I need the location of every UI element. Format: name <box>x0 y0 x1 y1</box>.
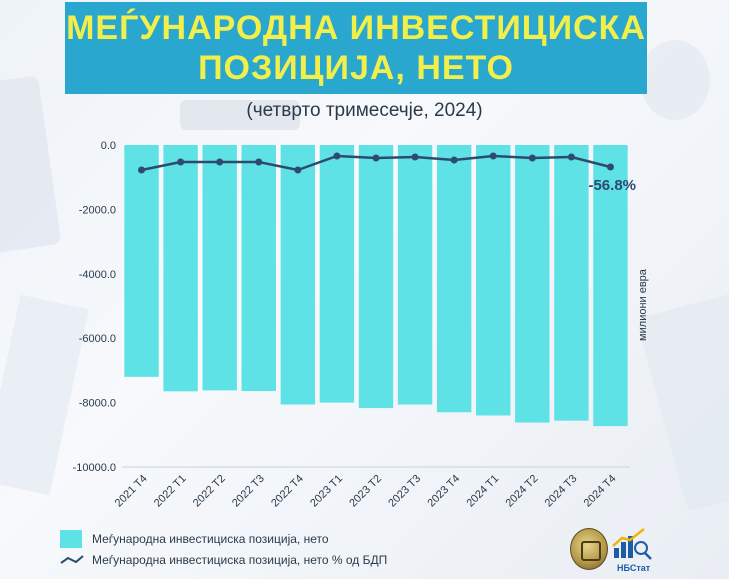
bar <box>554 145 589 421</box>
legend-bar-label: Меѓународна инвестициска позиција, нето <box>92 532 329 546</box>
y-tick-label: 0.0 <box>101 140 116 152</box>
bar <box>241 145 276 392</box>
bar <box>476 145 511 416</box>
line-point <box>294 166 302 174</box>
y-tick-label: -4000.0 <box>79 269 116 281</box>
x-tick-label: 2023 T1 <box>308 473 345 510</box>
chart-area: 0.0-2000.0-4000.0-6000.0-8000.0-10000.02… <box>73 140 649 510</box>
line-point <box>216 158 224 166</box>
x-tick-label: 2021 T4 <box>113 473 150 510</box>
bar <box>358 145 394 409</box>
chart-subtitle: (четврто тримесечје, 2024) <box>246 100 483 121</box>
x-tick-label: 2023 T3 <box>386 473 423 510</box>
line-point <box>489 152 497 160</box>
legend-line-swatch <box>60 555 84 564</box>
line-point <box>372 154 380 162</box>
bar <box>397 145 433 405</box>
line-point <box>606 163 614 171</box>
x-tick-label: 2024 T3 <box>543 473 580 510</box>
legend-bar-swatch <box>60 530 82 548</box>
legend-bar-entry: Меѓународна инвестициска позиција, нето <box>60 530 329 548</box>
y-tick-label: -10000.0 <box>73 462 116 474</box>
stat-label: НБСтат <box>617 563 651 573</box>
y-tick-label: -6000.0 <box>79 333 116 345</box>
line-point <box>177 158 185 166</box>
bar <box>202 145 237 391</box>
line-point <box>333 152 341 160</box>
bar <box>280 145 316 405</box>
line-point <box>450 156 458 164</box>
bar <box>436 145 472 413</box>
line-point <box>411 153 419 161</box>
line-point <box>567 153 575 161</box>
line-point <box>138 166 146 174</box>
title-line-2: ПОЗИЦИЈА, НЕТО <box>198 49 514 87</box>
x-tick-label: 2024 T2 <box>504 473 541 510</box>
y-tick-label: -8000.0 <box>79 398 116 410</box>
x-tick-label: 2022 T2 <box>191 473 228 510</box>
title-line-1: МЕЃУНАРОДНА ИНВЕСТИЦИСКА <box>66 9 646 47</box>
central-bank-seal-logo <box>570 528 608 570</box>
title-banner: МЕЃУНАРОДНА ИНВЕСТИЦИСКА ПОЗИЦИЈА, НЕТО <box>65 2 647 94</box>
background-shape <box>180 100 300 130</box>
bar <box>124 145 159 377</box>
x-tick-label: 2023 T4 <box>425 473 462 510</box>
data-annotation: -56.8% <box>588 177 636 194</box>
bar <box>515 145 550 423</box>
x-tick-label: 2022 T4 <box>269 473 306 510</box>
x-tick-label: 2022 T3 <box>230 473 267 510</box>
legend-line-label: Меѓународна инвестициска позиција, нето … <box>92 553 388 567</box>
legend-line-entry: Меѓународна инвестициска позиција, нето … <box>60 553 387 567</box>
line-point <box>528 154 536 162</box>
x-tick-label: 2024 T1 <box>464 473 501 510</box>
line-point <box>255 158 263 166</box>
x-tick-label: 2023 T2 <box>347 473 384 510</box>
bar <box>593 145 628 427</box>
bar <box>163 145 198 392</box>
background-shape <box>640 40 710 120</box>
bar-chart-magnifier-icon <box>612 528 652 560</box>
y-tick-label: -2000.0 <box>79 204 116 216</box>
bar <box>319 145 355 403</box>
y-axis-label: милиони евра <box>637 268 649 341</box>
x-tick-label: 2022 T1 <box>152 473 189 510</box>
x-tick-label: 2024 T4 <box>582 473 619 510</box>
